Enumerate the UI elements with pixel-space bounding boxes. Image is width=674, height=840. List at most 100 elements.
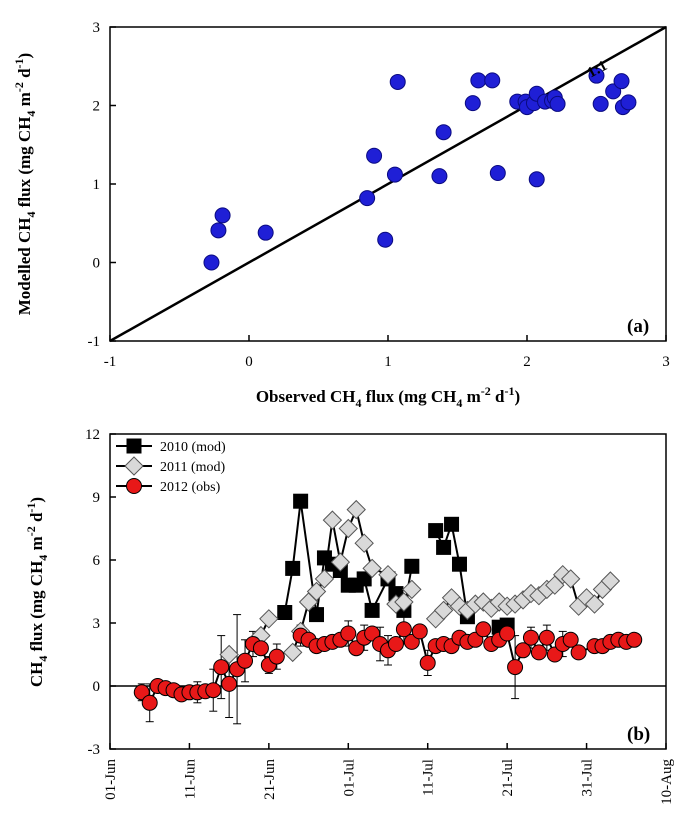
scatter-point bbox=[435, 124, 452, 141]
x-tick-label: 31-Jul bbox=[580, 759, 596, 797]
series-point bbox=[562, 631, 579, 648]
series-point bbox=[507, 659, 524, 676]
y-tick-label: 0 bbox=[93, 679, 101, 695]
series-2012-obs bbox=[133, 621, 643, 711]
series-point bbox=[221, 675, 238, 692]
x-tick-label: 3 bbox=[662, 354, 670, 370]
y-tick-label: 12 bbox=[85, 427, 100, 443]
y-tick-label: 1 bbox=[93, 177, 101, 193]
series-point bbox=[428, 523, 444, 539]
series-point bbox=[322, 510, 343, 530]
series-point bbox=[364, 602, 380, 618]
x-tick-label: -1 bbox=[104, 354, 117, 370]
series-point bbox=[268, 648, 285, 665]
series-point bbox=[515, 642, 532, 659]
panel-label-b: (b) bbox=[627, 724, 650, 745]
scatter-point bbox=[377, 231, 394, 248]
scatter-point bbox=[257, 224, 274, 241]
x-tick-label: 21-Jun bbox=[262, 759, 278, 800]
x-tick-label: 21-Jul bbox=[500, 759, 516, 797]
scatter-point bbox=[359, 190, 376, 207]
series-point bbox=[330, 552, 351, 572]
series-point bbox=[378, 564, 398, 585]
legend-label: 2011 (mod) bbox=[160, 460, 226, 475]
y-tick-label: 0 bbox=[93, 256, 101, 272]
series-point bbox=[141, 694, 158, 711]
series-point bbox=[340, 625, 357, 642]
series-point bbox=[560, 569, 581, 589]
y-tick-label: 2 bbox=[93, 99, 101, 115]
x-tick-label: 01-Jun bbox=[103, 759, 119, 800]
series-point bbox=[282, 642, 303, 663]
x-tick-label: 0 bbox=[245, 354, 253, 370]
series-point bbox=[387, 636, 404, 652]
series-point bbox=[293, 493, 309, 509]
scatter-point bbox=[484, 72, 501, 89]
series-point bbox=[306, 581, 327, 602]
series-point bbox=[522, 629, 539, 646]
series-point bbox=[205, 682, 222, 699]
series-point bbox=[394, 592, 414, 612]
one-to-one-line bbox=[109, 25, 667, 343]
series-point bbox=[402, 579, 422, 600]
panel-label-a: (a) bbox=[627, 316, 649, 337]
legend-marker bbox=[126, 478, 142, 494]
scatter-points bbox=[203, 67, 637, 271]
scatter-point bbox=[489, 165, 506, 182]
y-tick-label: 3 bbox=[93, 20, 101, 36]
x-tick-label: 01-Jul bbox=[341, 759, 357, 797]
series-point bbox=[314, 569, 335, 589]
scatter-point bbox=[528, 171, 545, 188]
series-point bbox=[285, 560, 301, 576]
series-point bbox=[354, 533, 374, 553]
scatter-ticks: -1 0 1 2 3 -1 0 1 2 3 bbox=[88, 20, 670, 370]
scatter-point bbox=[431, 168, 448, 185]
series-point bbox=[444, 516, 460, 532]
x-tick-label: 11-Jul bbox=[421, 759, 437, 796]
series-point bbox=[451, 556, 467, 572]
series-point bbox=[538, 629, 555, 646]
series-point bbox=[237, 652, 254, 669]
legend-marker bbox=[124, 456, 144, 476]
x-tick-label: 11-Jun bbox=[182, 759, 198, 800]
scatter-point bbox=[386, 166, 403, 183]
series-2011-mod bbox=[219, 499, 621, 665]
series-point bbox=[213, 659, 230, 676]
series-point bbox=[436, 539, 452, 555]
one-to-one-line-group bbox=[109, 25, 667, 343]
x-tick-label: 10-Aug bbox=[659, 759, 674, 805]
series-point bbox=[346, 499, 366, 520]
series-point bbox=[626, 631, 643, 648]
series-point bbox=[219, 644, 239, 665]
scatter-point bbox=[464, 95, 481, 112]
scatter-point bbox=[620, 94, 637, 111]
series-point bbox=[362, 558, 382, 579]
series-point bbox=[252, 640, 269, 657]
series-point bbox=[411, 623, 428, 640]
scatter-x-axis-label: Observed CH4 flux (mg CH4 m-2 d-1) bbox=[256, 384, 520, 410]
y-tick-label: -3 bbox=[88, 742, 101, 758]
timeseries-ticks: -3 0 3 6 9 12 01-Jun 11-Jun 21-Jun 01-Jul 11-Jul 21… bbox=[85, 427, 674, 805]
scatter-point bbox=[366, 147, 383, 164]
series-point bbox=[259, 609, 279, 629]
x-tick-label: 1 bbox=[384, 354, 392, 370]
timeseries-panel-b: -3 0 3 6 9 12 01-Jun 11-Jun 21-Jun 01-Jul 11-Jul 21… bbox=[24, 427, 674, 805]
series-point bbox=[395, 621, 412, 638]
y-tick-label: -1 bbox=[88, 334, 101, 350]
series-point bbox=[475, 621, 492, 638]
series-point bbox=[277, 605, 293, 620]
series-point bbox=[499, 625, 516, 642]
y-tick-label: 3 bbox=[93, 616, 101, 632]
scatter-point bbox=[389, 73, 406, 90]
legend-label: 2010 (mod) bbox=[160, 440, 226, 455]
scatter-point bbox=[592, 95, 609, 112]
scatter-point bbox=[214, 207, 231, 224]
series-point bbox=[600, 571, 621, 591]
series-point bbox=[433, 600, 454, 621]
series-group bbox=[133, 493, 643, 711]
scatter-point bbox=[613, 73, 630, 90]
series-point bbox=[584, 594, 605, 614]
series-point bbox=[356, 571, 372, 587]
series-point bbox=[530, 644, 547, 661]
